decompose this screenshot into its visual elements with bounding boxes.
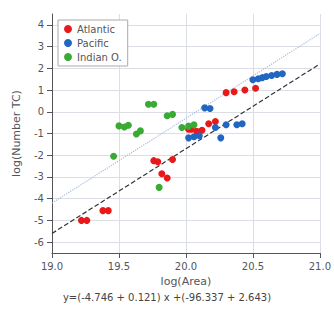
svg-text:Pacific: Pacific (77, 38, 109, 49)
svg-text:3: 3 (38, 41, 44, 52)
svg-text:-2: -2 (34, 150, 44, 161)
svg-text:19.0: 19.0 (41, 261, 63, 272)
svg-text:21.0: 21.0 (309, 261, 331, 272)
svg-text:20.0: 20.0 (175, 261, 197, 272)
svg-text:-4: -4 (34, 193, 44, 204)
svg-text:2: 2 (38, 63, 44, 74)
svg-text:-1: -1 (34, 128, 44, 139)
svg-text:20.5: 20.5 (242, 261, 264, 272)
svg-text:4: 4 (38, 19, 44, 30)
svg-text:log(Area): log(Area) (161, 275, 212, 288)
svg-text:-5: -5 (34, 215, 44, 226)
svg-text:Atlantic: Atlantic (77, 24, 115, 35)
svg-text:log(Number TC): log(Number TC) (10, 90, 23, 177)
svg-text:0: 0 (38, 106, 44, 117)
svg-text:-3: -3 (34, 171, 44, 182)
svg-text:y=(-4.746 + 0.121) x +(-96.337: y=(-4.746 + 0.121) x +(-96.337 + 2.643) (63, 292, 271, 303)
svg-text:19.5: 19.5 (108, 261, 130, 272)
svg-text:1: 1 (38, 85, 44, 96)
svg-text:Indian O.: Indian O. (77, 52, 122, 63)
svg-text:-6: -6 (34, 237, 44, 248)
